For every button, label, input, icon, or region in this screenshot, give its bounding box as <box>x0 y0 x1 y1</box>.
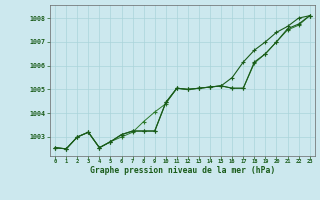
X-axis label: Graphe pression niveau de la mer (hPa): Graphe pression niveau de la mer (hPa) <box>90 166 275 175</box>
